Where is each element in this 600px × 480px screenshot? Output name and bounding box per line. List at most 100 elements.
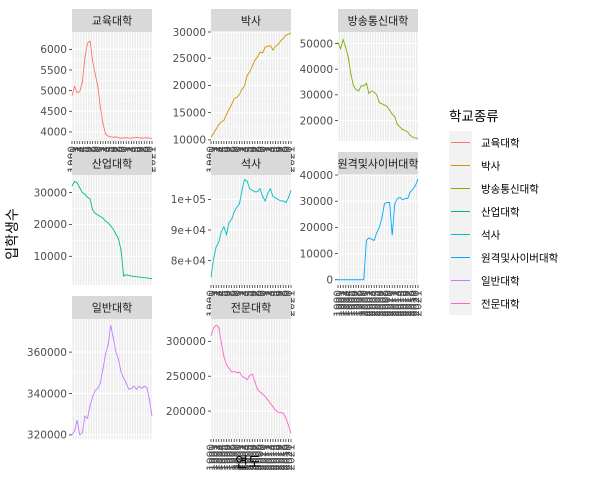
x-tick-label: 2007 <box>376 290 388 317</box>
y-tick-label: 9e+04 <box>171 225 207 237</box>
x-tick-label: 2012 <box>262 444 274 471</box>
facet-panel: 박사10000150002000025000300001990199119921… <box>173 9 298 173</box>
x-tick-label: 1994 <box>343 290 355 317</box>
series-line <box>71 180 153 280</box>
y-tick-label: 30000 <box>300 196 333 208</box>
facet-strip <box>72 152 152 175</box>
x-tick-label: 2007 <box>249 444 261 471</box>
y-tick-label: 8e+04 <box>171 255 207 267</box>
x-tick-label: 2001 <box>234 444 246 471</box>
x-tick-label: 2008 <box>379 290 391 317</box>
facet-strip <box>72 9 152 32</box>
y-tick-label: 10000 <box>300 248 333 260</box>
facet-strip-label: 박사 <box>241 15 261 28</box>
legend-label: 석사 <box>481 230 501 242</box>
facet-panel: 일반대학 320000 340000 360000 <box>27 296 153 442</box>
x-tick-label: 2002 <box>236 444 248 471</box>
y-tick-label: 340000 <box>27 388 67 400</box>
x-tick-label: 2009 <box>382 290 394 317</box>
x-tick-label: 2016 <box>273 444 285 471</box>
legend-title: 학교종류 <box>449 109 499 125</box>
x-tick-label: 2010 <box>384 290 396 317</box>
x-tick-label: 2006 <box>247 444 259 471</box>
panel-background <box>211 32 291 141</box>
y-tick-label: 5000 <box>40 85 67 97</box>
series-line <box>210 178 292 278</box>
x-tick-label: 2014 <box>267 444 279 471</box>
x-tick-label: 1996 <box>221 444 233 471</box>
x-tick-label: 2004 <box>369 290 381 317</box>
series-line <box>71 325 153 436</box>
x-tick-label: 1999 <box>229 444 241 471</box>
x-tick-label: 2010 <box>257 444 269 471</box>
x-tick-label: 2003 <box>239 444 251 471</box>
y-tick-label: 0 <box>326 275 333 287</box>
x-tick-label: 1991 <box>335 290 347 317</box>
x-tick-label: 1997 <box>224 444 236 471</box>
y-tick-label: 4000 <box>40 127 67 139</box>
legend-label: 산업대학 <box>481 206 520 219</box>
x-tick-label: 2011 <box>260 444 272 471</box>
y-tick-label: 6000 <box>40 44 67 56</box>
x-tick-label: 2018 <box>278 444 290 471</box>
x-tick-label: 2020 <box>283 444 295 471</box>
y-tick-label: 200000 <box>166 406 206 418</box>
y-axis-title: 입학생수 <box>5 208 21 260</box>
legend-label: 일반대학 <box>481 275 520 288</box>
y-tick-label: 30000 <box>173 27 206 39</box>
x-tick-label: 2019 <box>280 444 292 471</box>
y-tick-label: 20000 <box>300 115 333 127</box>
x-tick-label: 2003 <box>366 290 378 317</box>
facet-strip <box>211 296 291 319</box>
y-tick-label: 50000 <box>300 38 333 50</box>
y-tick-label: 10000 <box>173 135 206 147</box>
series-line <box>71 40 153 139</box>
x-tick-label: 2013 <box>265 444 277 471</box>
x-tick-label: 2013 <box>392 290 404 317</box>
facet-strip-label: 방송통신대학 <box>348 15 409 28</box>
x-tick-label: 2001 <box>361 290 373 317</box>
y-tick-label: 5500 <box>40 65 67 77</box>
x-tick-label: 2005 <box>371 290 383 317</box>
facet-panel: 원격및사이버대학01000020000300004000019901991199… <box>300 152 425 317</box>
y-tick-label: 20000 <box>300 222 333 234</box>
x-tick-label: 2021 <box>413 290 425 317</box>
series-line <box>338 178 419 281</box>
y-tick-label: 10000 <box>34 251 67 263</box>
y-tick-label: 15000 <box>173 107 206 119</box>
y-tick-label: 360000 <box>27 347 67 359</box>
x-tick-label: 2015 <box>397 290 409 317</box>
y-tick-label: 20000 <box>34 219 67 231</box>
facet-strip <box>72 296 152 319</box>
x-tick-label: 1992 <box>211 444 223 471</box>
facet-panel: 석사8e+049e+041e+0519901991199219931994199… <box>171 152 298 317</box>
panel-background <box>72 175 152 285</box>
x-tick-label: 1993 <box>340 290 352 317</box>
x-tick-label: 2006 <box>374 290 386 317</box>
x-tick-label: 2000 <box>358 290 370 317</box>
panel-background <box>211 319 291 439</box>
x-tick-label: 2004 <box>242 444 254 471</box>
x-tick-label: 2005 <box>244 444 256 471</box>
x-tick-label: 1995 <box>345 290 357 317</box>
facet-strip-label: 산업대학 <box>92 158 132 171</box>
x-tick-label: 2020 <box>410 290 422 317</box>
x-tick-label: 1994 <box>216 444 228 471</box>
x-tick-label: 1990 <box>333 290 345 317</box>
y-tick-label: 30000 <box>300 90 333 102</box>
x-tick-label: 1990 <box>206 444 218 471</box>
x-tick-label: 2014 <box>394 290 406 317</box>
y-tick-label: 250000 <box>166 371 206 383</box>
x-tick-label: 2002 <box>363 290 375 317</box>
y-tick-label: 300000 <box>166 336 206 348</box>
facet-panels: 교육대학400045005000550060001990199119921993… <box>27 9 425 471</box>
series-line <box>210 324 292 434</box>
x-tick-label: 2000 <box>231 444 243 471</box>
x-tick-label: 1997 <box>351 290 363 317</box>
x-tick-label: 1995 <box>218 444 230 471</box>
legend-label: 원격및사이버대학 <box>481 252 559 265</box>
x-tick-label: 2019 <box>407 290 419 317</box>
facet-strip-label: 석사 <box>241 158 261 171</box>
